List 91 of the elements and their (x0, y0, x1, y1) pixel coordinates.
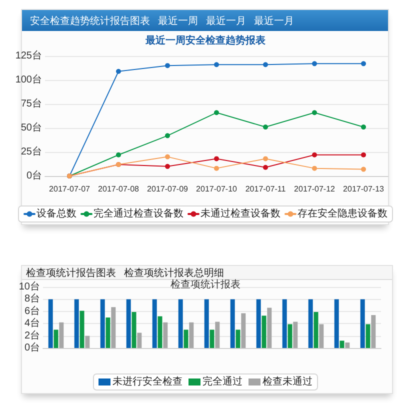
point (361, 124, 366, 130)
bar (54, 330, 58, 348)
bar (314, 312, 318, 348)
x-tick-label: 2017-07-13 (343, 184, 385, 194)
point (312, 110, 317, 116)
y-tick-label: 8台 (24, 292, 40, 305)
bar (132, 312, 136, 348)
x-tick-label: 2017-07-11 (245, 184, 286, 194)
bar (371, 315, 376, 348)
bar (48, 299, 53, 348)
bar (152, 299, 157, 348)
point (361, 61, 366, 66)
legend-label: 未进行安全检查 (112, 376, 182, 388)
bar (189, 322, 194, 348)
y-tick-label: 125台 (15, 50, 42, 62)
bar (204, 299, 209, 348)
bar (106, 318, 110, 348)
y-tick-label: 50台 (20, 122, 42, 134)
bar (74, 299, 79, 348)
x-tick-label: 2017-07-09 (147, 184, 189, 194)
chart-title: 最近一周安全检查趋势报表 (144, 34, 266, 46)
bar (282, 299, 287, 348)
y-tick-label: 4台 (24, 317, 40, 330)
bar (100, 299, 105, 348)
header-strip: 检查项统计报告图表 检查项统计报表总明细 (22, 266, 392, 280)
x-tick-label: 2017-07-08 (98, 184, 140, 194)
point (263, 156, 268, 162)
x-tick-label: 2017-07-07 (49, 184, 91, 194)
point (263, 124, 268, 130)
bar (59, 322, 64, 348)
bar (241, 313, 246, 348)
legend-label: 设备总数 (36, 208, 76, 220)
bar (126, 299, 131, 348)
point (165, 133, 170, 138)
point (312, 152, 317, 158)
legend-label: 检查未通过 (262, 376, 312, 388)
bar (308, 299, 313, 348)
bar (184, 330, 188, 348)
chart-title: 检查项统计报表 (170, 278, 240, 290)
bar (345, 342, 350, 348)
legend-label: 完全通过检查设备数 (94, 208, 184, 220)
bar (288, 324, 292, 348)
bar (366, 324, 370, 348)
bar (80, 310, 84, 348)
bar (293, 322, 298, 348)
x-tick-label: 2017-07-10 (196, 184, 238, 194)
bar (111, 307, 116, 348)
point (312, 166, 317, 171)
legend-label: 完全通过 (202, 376, 242, 388)
x-tick-label: 2017-07-12 (294, 184, 336, 194)
point (116, 152, 121, 158)
point (214, 156, 219, 162)
point (263, 62, 268, 68)
bar (236, 330, 240, 348)
bar (319, 324, 324, 348)
y-tick-label: 0台 (24, 342, 40, 354)
bar (178, 299, 183, 348)
point (165, 63, 170, 68)
point (312, 61, 317, 66)
bar (163, 322, 168, 348)
point (165, 154, 170, 160)
y-tick-label: 25台 (20, 146, 42, 158)
bar (210, 330, 214, 348)
header-banner: 安全检查趋势统计报告图表 最近一周 最近一月 最近一月 (22, 10, 388, 31)
point (361, 152, 366, 158)
bar (85, 336, 90, 348)
point (214, 166, 219, 171)
bar (256, 299, 261, 348)
legend-label: 存在安全隐患设备数 (298, 208, 388, 220)
point (214, 62, 219, 68)
bar (360, 299, 365, 348)
point (165, 164, 170, 169)
y-tick-label: 10台 (18, 280, 40, 292)
point (116, 68, 121, 74)
point (214, 110, 219, 116)
bar (334, 299, 339, 348)
y-tick-label: 0台 (26, 170, 42, 182)
point (263, 164, 268, 170)
y-tick-label: 2台 (24, 329, 40, 342)
bar (340, 340, 344, 348)
y-tick-label: 100台 (15, 74, 42, 86)
bar (158, 316, 162, 348)
bar (267, 308, 272, 348)
bar (230, 299, 235, 348)
y-tick-label: 6台 (24, 304, 40, 317)
legend-label: 未通过检查设备数 (200, 208, 280, 220)
bar (262, 316, 266, 348)
y-tick-label: 75台 (20, 98, 42, 110)
bar (137, 332, 142, 348)
point (361, 166, 366, 172)
bar (215, 322, 220, 348)
